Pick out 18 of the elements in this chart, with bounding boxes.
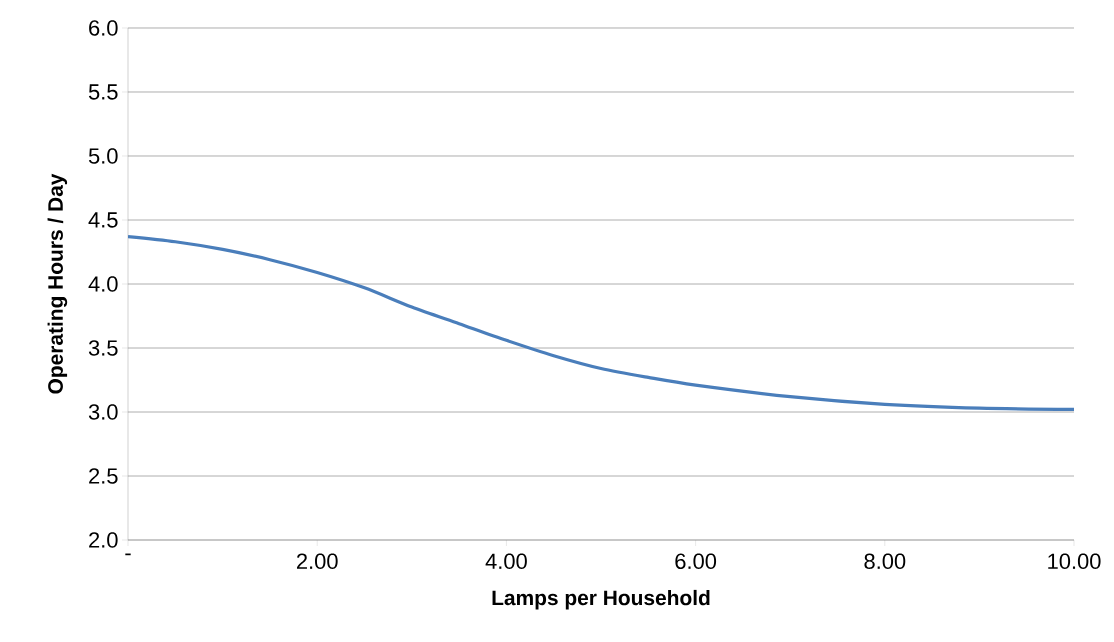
y-tick-label: 6.0 [89, 20, 118, 36]
y-tick-label: 3.0 [88, 404, 118, 420]
x-tick-label: 4.00 [485, 553, 527, 570]
x-tick-label: 10.00 [1048, 553, 1101, 570]
y-tick-label: 2.0 [89, 532, 118, 548]
y-tick-label: 5.5 [88, 84, 118, 100]
x-tick-label: 8.00 [864, 553, 906, 570]
x-axis-title: Lamps per Household [492, 589, 710, 610]
y-tick-label: 2.5 [89, 468, 118, 484]
x-tick-label: - [125, 553, 131, 556]
y-tick-label: 4.0 [88, 276, 118, 292]
y-axis-title: Operating Hours / Day [47, 173, 68, 394]
line-series [128, 235, 1075, 412]
y-tick-label: 4.5 [88, 212, 118, 228]
y-tick-label: 3.5 [88, 340, 118, 356]
x-tick-label: 6.00 [675, 553, 717, 570]
y-tick-label: 5.0 [88, 148, 118, 164]
x-tick-label: 2.00 [296, 553, 338, 570]
